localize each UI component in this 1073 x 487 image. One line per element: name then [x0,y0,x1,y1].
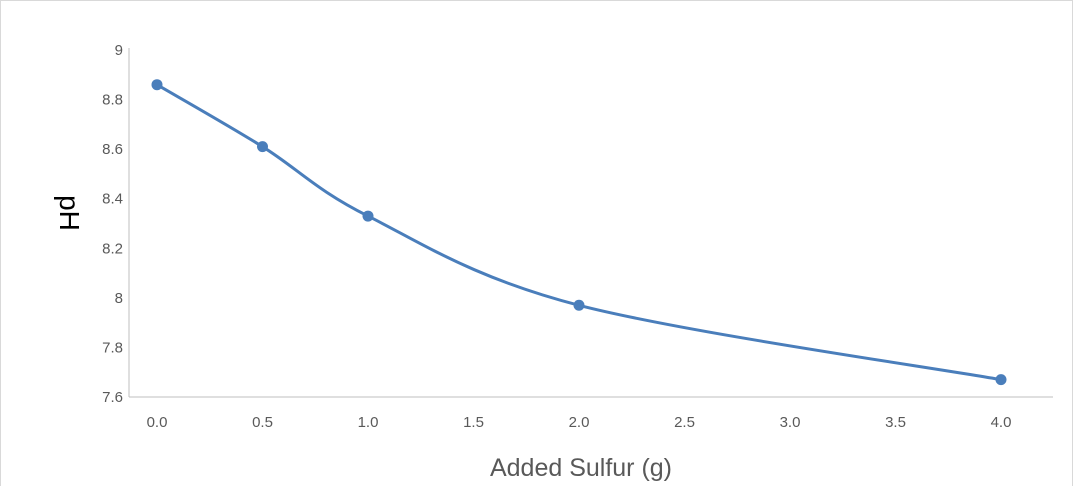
axes [128,48,1053,398]
x-tick-label: 2.0 [569,414,590,431]
y-tick-label: 8.6 [102,141,123,158]
data-point-marker [257,141,268,153]
y-tick-label: 9 [115,42,123,59]
x-tick-label: 3.5 [885,414,906,431]
x-tick-label: 3.0 [780,414,801,431]
y-tick-label: 8.2 [102,240,123,257]
x-tick-label: 1.5 [463,414,484,431]
tick-labels: 7.6 7.8 8 8.2 8.4 8.6 8.8 9 0.0 0.5 1.0 1.5 2.0 2.5 3.… [102,42,1011,431]
x-axis-title: Added Sulfur (g) [490,454,672,482]
y-tick-label: 8.4 [102,191,123,208]
x-tick-label: 0.5 [252,414,273,431]
series-layer [151,79,1007,386]
x-tick-label: 0.0 [147,414,168,431]
x-tick-label: 4.0 [991,414,1012,431]
x-tick-label: 1.0 [358,414,379,431]
y-axis-title: pH [54,195,85,231]
data-point-marker [362,210,374,222]
y-tick-label: 8 [115,290,123,307]
data-point-marker [995,374,1007,386]
x-tick-label: 2.5 [674,414,695,431]
data-point-marker [151,79,163,91]
series-line [155,83,1003,382]
y-tick-label: 7.6 [102,389,123,406]
y-tick-label: 8.8 [102,92,123,109]
data-point-marker [573,299,585,311]
y-tick-label: 7.8 [102,339,123,356]
